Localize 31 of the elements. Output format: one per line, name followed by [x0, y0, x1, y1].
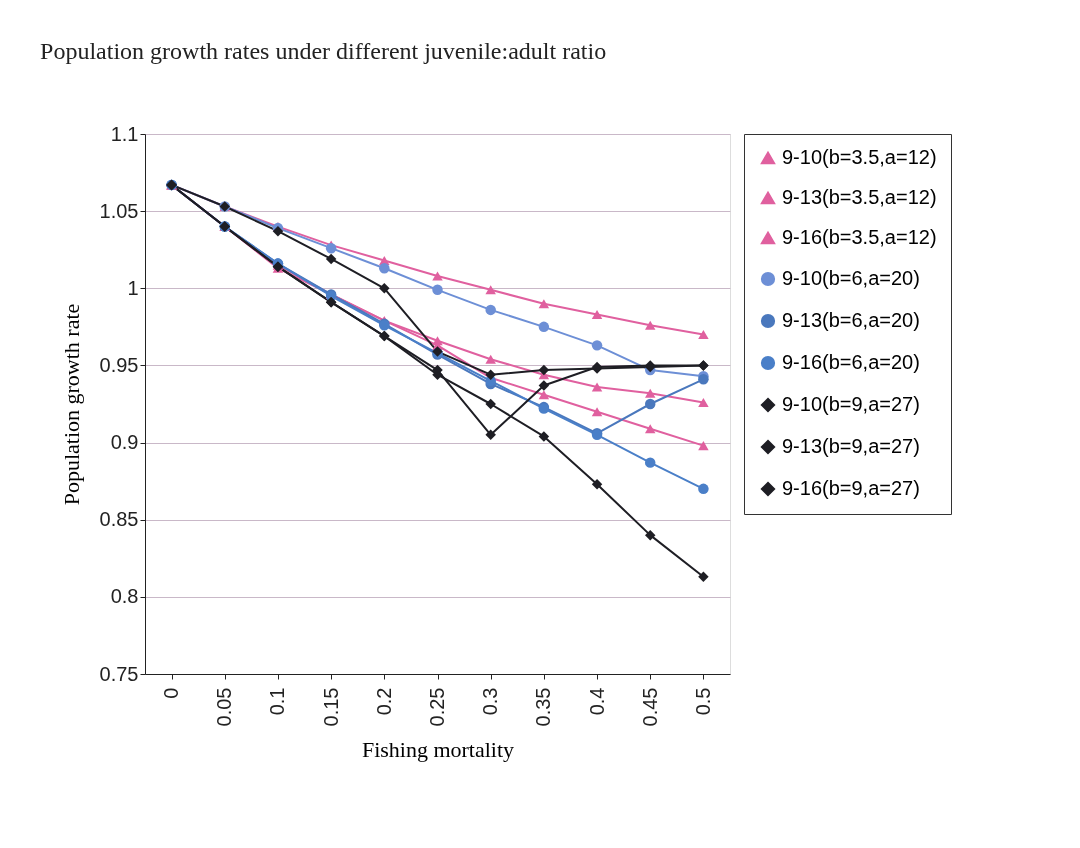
x-axis-title: Fishing mortality	[361, 737, 515, 763]
legend-label: 9-10(b=3.5,a=12)	[782, 146, 937, 168]
chart-title: Population growth rates under different juvenile:adult ratio	[40, 38, 607, 64]
x-tick-label: 0.35	[532, 687, 555, 727]
legend-label: 9-16(b=9,a=27)	[782, 477, 920, 499]
x-tick-label: 0.5	[691, 687, 714, 716]
legend-label: 9-16(b=6,a=20)	[782, 351, 920, 373]
y-tick-label: 0.8	[110, 585, 139, 608]
legend-label: 9-13(b=9,a=27)	[782, 435, 920, 457]
legend-label: 9-13(b=6,a=20)	[782, 309, 920, 331]
legend-label: 9-16(b=3.5,a=12)	[782, 226, 937, 248]
x-tick-label: 0.05	[213, 687, 236, 727]
y-tick-label: 1.1	[110, 122, 139, 145]
y-tick-label: 0.95	[99, 353, 139, 376]
x-tick-label: 0.2	[372, 687, 395, 716]
y-tick-label: 1.05	[99, 199, 139, 222]
legend-label: 9-13(b=3.5,a=12)	[782, 186, 937, 208]
x-tick-label: 0.15	[319, 687, 342, 727]
x-tick-label: 0.3	[479, 687, 502, 716]
x-tick-label: 0.4	[585, 687, 608, 716]
legend-label: 9-10(b=9,a=27)	[782, 393, 920, 415]
x-tick-label: 0.1	[266, 687, 289, 716]
y-tick-label: 0.9	[110, 431, 139, 454]
legend-label: 9-10(b=6,a=20)	[782, 267, 920, 289]
y-tick-label: 1	[127, 276, 139, 299]
x-tick-label: 0.45	[638, 687, 661, 727]
x-tick-label: 0.25	[426, 687, 448, 727]
x-tick-label: 0	[160, 687, 183, 699]
y-tick-label: 0.85	[99, 508, 139, 531]
y-axis-title: Population growth rate	[58, 303, 84, 506]
y-tick-label: 0.75	[99, 662, 139, 685]
